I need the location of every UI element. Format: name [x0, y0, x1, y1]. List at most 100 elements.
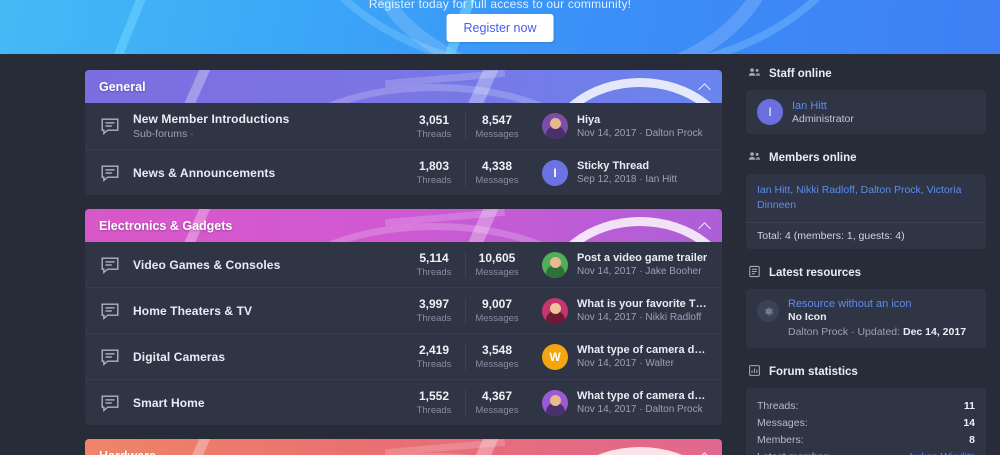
messages-count: 8,547: [481, 112, 513, 127]
last-post-title[interactable]: Hiya: [577, 113, 601, 126]
members-online-names[interactable]: Ian Hitt, Nikki Radloff, Dalton Prock, V…: [757, 184, 962, 211]
staff-online-heading: Staff online: [746, 66, 986, 82]
forum-statistic-value[interactable]: Lukas Wieditz: [910, 451, 975, 455]
forum-node-subtitle: Sub-forums ·: [133, 128, 403, 140]
forum-node-icon: [99, 162, 121, 184]
messages-count: 10,605: [478, 251, 516, 265]
forum-node-list: General New Member Introductions Sub-forum…: [0, 54, 736, 455]
messages-count: 9,007: [481, 297, 513, 311]
members-online-heading: Members online: [746, 150, 986, 166]
sub-forums-label[interactable]: Sub-forums: [133, 128, 188, 140]
forum-node-row[interactable]: Home Theaters & TV 3,997 Threads 9,007 Messa…: [85, 288, 722, 334]
avatar[interactable]: [542, 297, 568, 324]
forum-block-title: Hardware: [99, 449, 156, 455]
last-post-title[interactable]: Post a video game trailer: [577, 252, 708, 264]
threads-label: Threads: [416, 175, 452, 186]
avatar[interactable]: [542, 389, 568, 416]
forum-node-title[interactable]: Digital Cameras: [133, 349, 226, 364]
stat-divider: [465, 343, 466, 370]
last-post-meta: Nov 14, 2017 · Jake Booher: [577, 266, 702, 277]
last-post-title[interactable]: What is your favorite TV?: [577, 298, 708, 310]
staff-online-section: Staff online I Ian Hitt Administrator: [746, 66, 986, 134]
latest-resources-section: Latest resources Resource without an ico…: [746, 265, 986, 348]
resource-subtitle: No Icon: [788, 311, 827, 323]
forum-node-icon: [99, 300, 121, 322]
last-post-text: Sticky Thread Sep 12, 2018 · Ian Hitt: [577, 160, 677, 185]
header-decoration: [85, 439, 722, 455]
avatar[interactable]: W: [542, 343, 568, 370]
latest-resources-card: Resource without an icon No Icon Dalton …: [746, 289, 986, 348]
forum-node-row[interactable]: News & Announcements 1,803 Threads 4,338 Mes…: [85, 150, 722, 195]
last-post-title[interactable]: What type of camera do y...: [577, 390, 708, 402]
forum-node-row[interactable]: Digital Cameras 2,419 Threads 3,548 Messages…: [85, 334, 722, 380]
threads-stat: 3,051 Threads: [403, 113, 465, 140]
forum-node-title[interactable]: News & Announcements: [133, 165, 276, 180]
forum-block-header[interactable]: General: [85, 70, 722, 103]
forum-node-title[interactable]: Home Theaters & TV: [133, 303, 253, 318]
forum-block-title: Electronics & Gadgets: [99, 218, 233, 233]
resource-title[interactable]: Resource without an icon: [788, 298, 912, 310]
resource-item[interactable]: Resource without an icon No Icon Dalton …: [757, 298, 975, 339]
register-now-button[interactable]: Register now: [446, 14, 554, 42]
avatar-initial: I: [553, 165, 557, 180]
forum-node-main: News & Announcements: [133, 166, 403, 180]
forum-statistics-section: Forum statistics Threads: 11 Messages: 14 Me…: [746, 364, 986, 455]
stat-divider: [465, 113, 466, 139]
forum-block: Hardware: [85, 439, 722, 455]
messages-count: 3,548: [481, 343, 513, 357]
threads-count: 3,997: [418, 297, 450, 311]
last-post-title[interactable]: Sticky Thread: [577, 160, 650, 172]
avatar[interactable]: I: [542, 159, 568, 186]
forum-node-row[interactable]: Video Games & Consoles 5,114 Threads 10,605…: [85, 242, 722, 288]
forum-node-icon: [99, 392, 121, 414]
forum-node-row[interactable]: Smart Home 1,552 Threads 4,367 Messages What …: [85, 380, 722, 425]
forum-statistics-label: Forum statistics: [769, 366, 858, 378]
last-post: Hiya Nov 14, 2017 · Dalton Prock: [542, 113, 708, 139]
forum-block-title: General: [99, 79, 146, 94]
sidebar: Staff online I Ian Hitt Administrator Me…: [736, 54, 1000, 455]
document-icon: [748, 265, 761, 281]
threads-label: Threads: [416, 359, 452, 370]
forum-node-row[interactable]: New Member Introductions Sub-forums · 3,05…: [85, 103, 722, 150]
messages-count: 4,367: [481, 389, 513, 403]
forum-block-header[interactable]: Electronics & Gadgets: [85, 209, 722, 242]
forum-node-title[interactable]: Smart Home: [133, 395, 205, 410]
threads-stat: 5,114 Threads: [403, 251, 465, 278]
avatar: I: [757, 99, 783, 125]
last-post: Post a video game trailer Nov 14, 2017 · …: [542, 251, 708, 278]
forum-node-icon: [99, 254, 121, 276]
last-post: W What type of camera do y... Nov 14, 2017…: [542, 343, 708, 370]
forum-block-header[interactable]: Hardware: [85, 439, 722, 455]
messages-label: Messages: [475, 359, 519, 370]
messages-stat: 9,007 Messages: [466, 297, 528, 324]
threads-count: 3,051: [418, 112, 450, 127]
avatar[interactable]: [542, 251, 568, 278]
forum-statistics-card: Threads: 11 Messages: 14 Members: 8 Latest mem…: [746, 388, 986, 455]
resource-updated-date: Dec 14, 2017: [902, 326, 967, 338]
latest-resources-label: Latest resources: [769, 267, 862, 279]
threads-count: 5,114: [419, 251, 449, 265]
forum-statistic-key: Members:: [757, 433, 804, 446]
forum-node-title[interactable]: Video Games & Consoles: [133, 257, 281, 272]
last-post-text: Hiya Nov 14, 2017 · Dalton Prock: [577, 114, 703, 139]
forum-statistic-row: Messages: 14: [757, 414, 975, 431]
avatar[interactable]: [542, 113, 568, 139]
last-post-meta: Sep 12, 2018 · Ian Hitt: [577, 174, 678, 185]
threads-label: Threads: [416, 267, 452, 278]
gear-icon: [757, 300, 779, 322]
last-post-meta: Nov 14, 2017 · Nikki Radloff: [577, 312, 702, 323]
latest-resources-heading: Latest resources: [746, 265, 986, 281]
messages-stat: 4,367 Messages: [466, 389, 528, 416]
forum-node-main: Smart Home: [133, 396, 403, 410]
staff-member-name[interactable]: Ian Hitt: [792, 99, 827, 112]
messages-label: Messages: [475, 405, 519, 416]
threads-count: 1,803: [418, 159, 450, 173]
forum-node-title[interactable]: New Member Introductions: [133, 112, 290, 126]
avatar-initial: W: [549, 349, 561, 364]
stat-divider: [465, 297, 466, 324]
last-post-title[interactable]: What type of camera do y...: [577, 344, 708, 356]
forum-block-body: Video Games & Consoles 5,114 Threads 10,605…: [85, 242, 722, 425]
staff-member-row[interactable]: I Ian Hitt Administrator: [757, 99, 975, 125]
page-body: General New Member Introductions Sub-forum…: [0, 54, 1000, 455]
messages-label: Messages: [475, 313, 519, 324]
